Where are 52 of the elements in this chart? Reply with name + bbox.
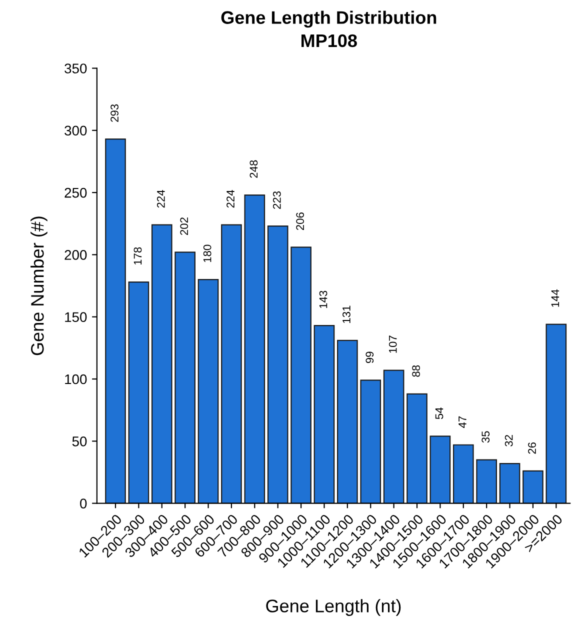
data-label: 143 — [319, 290, 328, 308]
y-tick-label: 200 — [64, 250, 87, 260]
bar — [476, 459, 497, 504]
data-label: 224 — [156, 190, 165, 208]
bar — [360, 380, 382, 504]
data-label: 131 — [342, 306, 350, 323]
data-label: 180 — [203, 244, 212, 262]
bar — [452, 444, 474, 504]
data-label: 144 — [551, 289, 560, 307]
y-tick-label: 150 — [65, 312, 87, 322]
bar — [151, 224, 172, 504]
data-label: 223 — [272, 191, 281, 209]
data-label: 47 — [458, 416, 466, 428]
chart-title: Gene Length Distribution — [221, 10, 436, 28]
bar — [221, 224, 242, 504]
bar — [267, 226, 288, 504]
bar — [546, 324, 567, 504]
data-label: 54 — [435, 407, 444, 420]
y-tick-label: 0 — [80, 498, 87, 508]
bar — [105, 138, 126, 504]
bar — [337, 340, 358, 504]
bar — [522, 470, 544, 504]
data-label: 26 — [528, 442, 536, 454]
x-axis-title: Gene Length (nt) — [266, 599, 401, 616]
y-tick-label: 250 — [64, 188, 87, 198]
data-label: 32 — [504, 435, 513, 446]
data-label: 202 — [180, 218, 188, 235]
y-tick-label: 300 — [64, 126, 87, 136]
data-label: 224 — [226, 190, 234, 208]
y-tick-label: 350 — [64, 64, 87, 74]
data-label: 35 — [482, 431, 490, 443]
bar — [290, 246, 312, 504]
bar — [174, 252, 196, 504]
chart-subtitle: MP108 — [301, 34, 357, 48]
bar — [499, 462, 520, 504]
y-axis-title: Gene Number (#) — [30, 216, 48, 356]
data-label: 99 — [366, 352, 374, 364]
y-tick-label: 50 — [72, 436, 87, 446]
bar — [244, 194, 266, 504]
data-label: 206 — [296, 212, 304, 230]
bar — [383, 370, 404, 504]
y-tick-label: 100 — [65, 374, 87, 384]
bar — [430, 436, 451, 504]
bar — [198, 279, 219, 504]
bar — [314, 324, 335, 504]
data-label: 178 — [134, 247, 142, 265]
data-label: 293 — [110, 104, 118, 122]
data-label: 88 — [412, 365, 420, 377]
data-label: 248 — [250, 160, 258, 178]
bar — [128, 281, 150, 504]
data-label: 107 — [388, 336, 397, 353]
bar — [406, 393, 428, 504]
